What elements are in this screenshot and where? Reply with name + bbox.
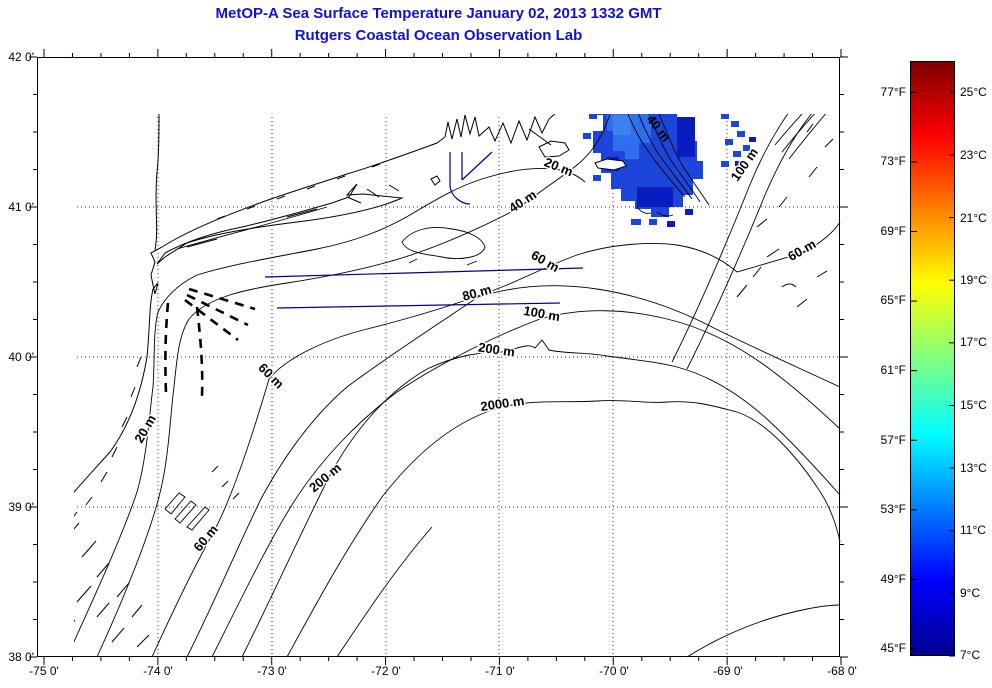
nantucket [594,158,627,171]
colorbar-f-label: 53°F [880,502,906,516]
elizabeth-islands [528,128,552,146]
colorbar-f-label: 61°F [880,363,906,377]
y-tick-label: 41 0' [8,200,34,214]
contour-corner-bundle [774,114,827,160]
sst-swath-bright [613,115,631,135]
x-tick-label: -73 0' [257,664,287,678]
block-island [430,175,441,186]
axis-ticks [29,49,848,665]
colorbar-c-label: 7°C [960,648,981,662]
colorbar-f-label: 65°F [880,293,906,307]
x-tick-label: -71 0' [485,664,515,678]
contour-labels: 20 m 40 m 40 m 60 m 60 m 60 m 60 m 80 m … [130,114,820,556]
x-tick-label: -69 0' [713,664,743,678]
sst-swath [583,114,756,227]
colorbar-f-label: 69°F [880,224,906,238]
contour-channel-2 [686,114,812,370]
colorbar-c-label: 11°C [960,523,986,537]
contour-label: 60 m [529,247,562,275]
contour-label: 100 m [522,303,561,324]
coastline [37,57,627,647]
contour-label: 200 m [477,340,516,360]
contour-deep-sw [336,526,841,658]
nantucket-shoals-fan [627,114,710,217]
contour-label: 80 m [461,282,494,304]
hudson-canyon-slivers [164,492,210,531]
colorbar-c-label: 9°C [960,586,981,600]
colorbar-c-label: 19°C [960,273,987,287]
colorbar-c-label: 25°C [960,85,987,99]
colorbar-f-label: 57°F [880,433,906,447]
x-tick-label: -70 0' [599,664,629,678]
x-tick-label: -74 0' [143,664,173,678]
contour-label: 2000 m [479,393,525,414]
contour-label: 60 m [785,236,818,264]
y-tick-label: 39 0' [8,500,34,514]
colorbar-f-label: 77°F [880,85,906,99]
hudson-river [154,114,160,251]
contour-label: 20 m [131,412,159,445]
bathymetry-contours [74,114,841,658]
colorbar-c-label: 21°C [960,211,987,225]
plot-box [37,57,840,657]
colorbar-c-label: 23°C [960,148,987,162]
texture-marks [74,123,834,648]
mainland-coast [74,114,556,493]
colorbar-c-label: 17°C [960,335,987,349]
contour-200m [241,339,841,658]
figure-subtitle: Rutgers Coastal Ocean Observation Lab [294,27,583,44]
y-tick-label: 38 0' [8,650,34,664]
map-content: 20 m 40 m 40 m 60 m 60 m 60 m 60 m 80 m … [37,57,841,658]
colorbar-f-label: 73°F [880,154,906,168]
figure-title: MetOP-A Sea Surface Temperature January … [215,5,662,22]
contour-2000m [286,400,841,658]
colorbar-c-label: 13°C [960,461,987,475]
glider-track-fan [164,287,256,398]
marthas-vineyard [538,140,570,158]
colorbar-c-label: 15°C [960,398,987,412]
sst-scattered-pixels [583,114,756,227]
x-tick-label: -68 0' [827,664,857,678]
colorbar-f-label: 49°F [880,572,906,586]
contour-80m [186,285,841,658]
transect-lines [264,151,584,309]
block-island-swell-contour [401,227,486,266]
contour-20m [74,168,586,643]
x-tick-label: -75 0' [29,664,59,678]
delaware-bay-coast [37,503,52,647]
contour-label: 20 m [542,154,575,179]
li-sound-contour [176,206,328,250]
contour-100m-channel [671,114,789,363]
y-tick-label: 40 0' [8,350,34,364]
contour-label: 40 m [506,187,539,216]
contour-100m [211,310,841,658]
x-tick-label: -72 0' [371,664,401,678]
colorbar-ticks [911,91,955,657]
contour-label: 100 m [728,145,761,184]
contour-60m [151,221,841,658]
colorbar [910,61,955,656]
y-tick-label: 42 0' [8,50,34,64]
graticule-grid [74,114,840,657]
colorbar-f-label: 45°F [880,641,906,655]
cape-cod-bay-coast [537,57,603,87]
contour-label: 200 m [306,460,344,495]
contour-label: 60 m [255,360,287,392]
contour-40m [96,114,611,658]
